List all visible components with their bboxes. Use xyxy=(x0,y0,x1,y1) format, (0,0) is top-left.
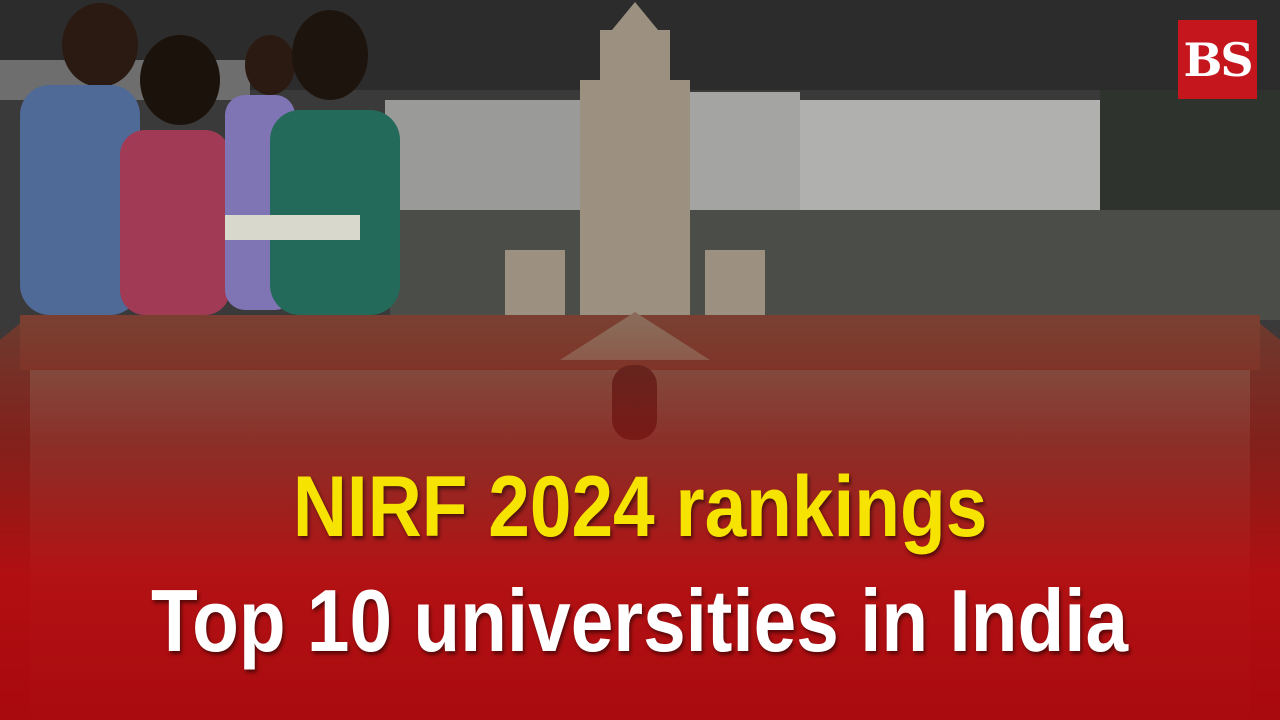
logo-text: BS xyxy=(1183,32,1253,87)
business-standard-logo: BS xyxy=(1178,20,1257,99)
headline-line-2-text: Top 10 universities in India xyxy=(151,571,1129,670)
headline-line-2: Top 10 universities in India xyxy=(0,570,1280,672)
headline-line-1: NIRF 2024 rankings xyxy=(0,458,1280,557)
headline-line-1-text: NIRF 2024 rankings xyxy=(292,459,988,555)
